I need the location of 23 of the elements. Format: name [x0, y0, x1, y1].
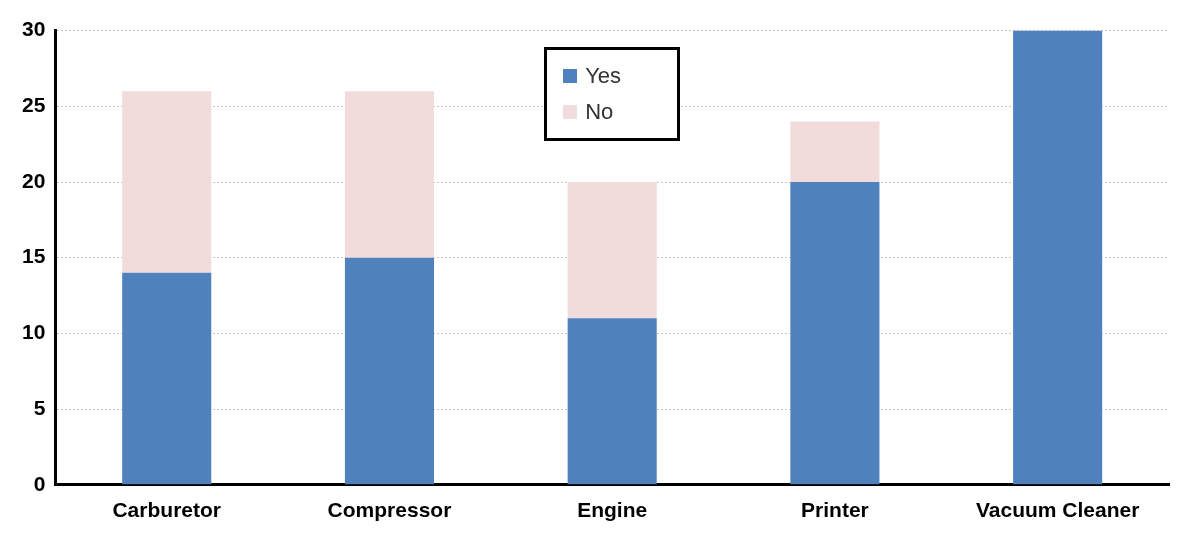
y-tick-label: 10: [22, 320, 46, 344]
bar: [567, 318, 657, 485]
legend-label: Yes: [585, 61, 622, 90]
y-tick-label: 15: [22, 244, 46, 268]
y-tick-label: 20: [22, 168, 46, 192]
bar: [790, 121, 880, 182]
y-tick-label: 25: [22, 93, 46, 117]
x-tick-label: Printer: [801, 498, 869, 522]
bar: [567, 182, 657, 319]
x-tick-label: Vacuum Cleaner: [975, 498, 1140, 522]
x-tick-label: Compressor: [327, 498, 452, 522]
y-tick-label: 5: [33, 395, 46, 419]
x-tick-label: Engine: [577, 498, 648, 522]
bar: [790, 182, 880, 485]
bar: [344, 257, 434, 485]
bar: [1013, 30, 1103, 485]
y-tick-label: 0: [33, 471, 46, 495]
x-tick-label: Carburetor: [112, 498, 221, 522]
bar: [344, 91, 434, 258]
y-tick-label: 30: [22, 17, 46, 41]
bar: [122, 91, 212, 273]
bar: [122, 272, 212, 485]
legend-label: No: [585, 97, 614, 126]
